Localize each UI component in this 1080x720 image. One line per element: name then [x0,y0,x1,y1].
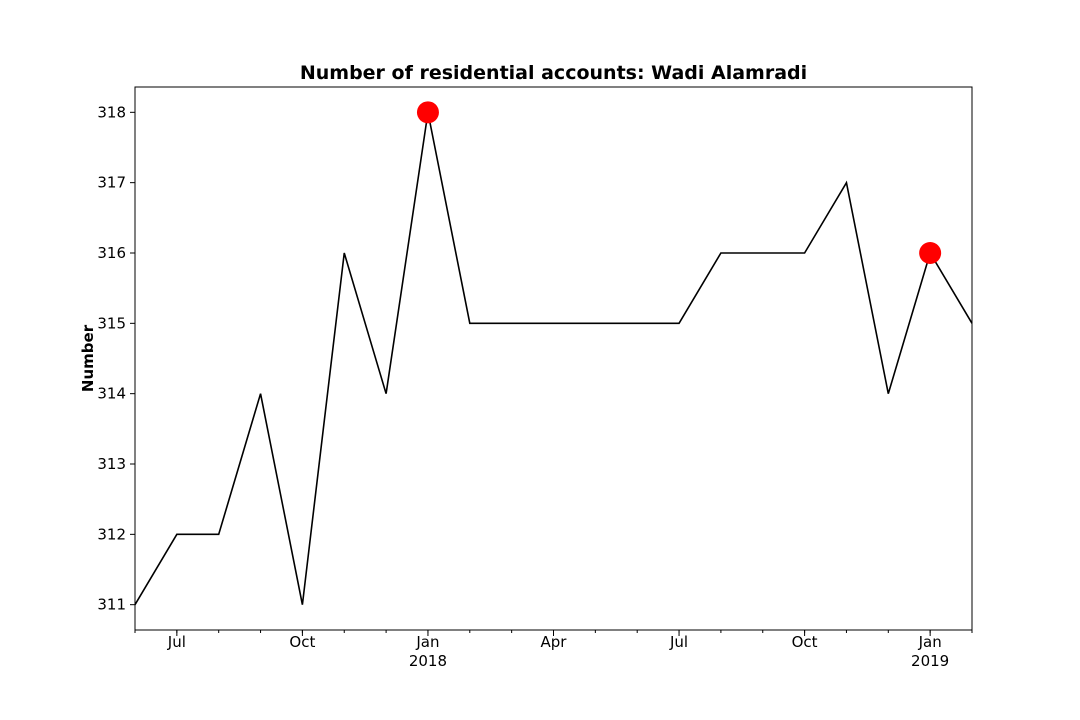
y-tick-label: 318 [97,103,126,121]
x-tick-label: Jul [167,633,186,651]
y-tick-label: 313 [97,455,126,473]
x-tick-label: Oct [792,633,818,651]
y-tick-label: 316 [97,244,126,262]
y-tick-label: 315 [97,314,126,332]
axes-frame [134,86,973,631]
y-axis-title: Number [79,324,97,392]
x-tick-year-label: 2018 [409,652,447,670]
series-line-0 [134,112,973,606]
chart-title: Number of residential accounts: Wadi Ala… [300,62,807,84]
x-tick-label: Apr [541,633,568,651]
x-tick-label: Jul [669,633,688,651]
x-tick-label: Jan [918,633,942,651]
highlight-point-1 [919,241,942,264]
highlight-point-0 [416,101,439,124]
y-tick-label: 311 [97,596,126,614]
x-tick-label: Oct [289,633,315,651]
y-tick-label: 317 [97,174,126,192]
y-tick-label: 312 [97,525,126,543]
y-tick-label: 314 [97,385,126,403]
x-tick-label: Jan [415,633,439,651]
x-tick-year-label: 2019 [911,652,949,670]
